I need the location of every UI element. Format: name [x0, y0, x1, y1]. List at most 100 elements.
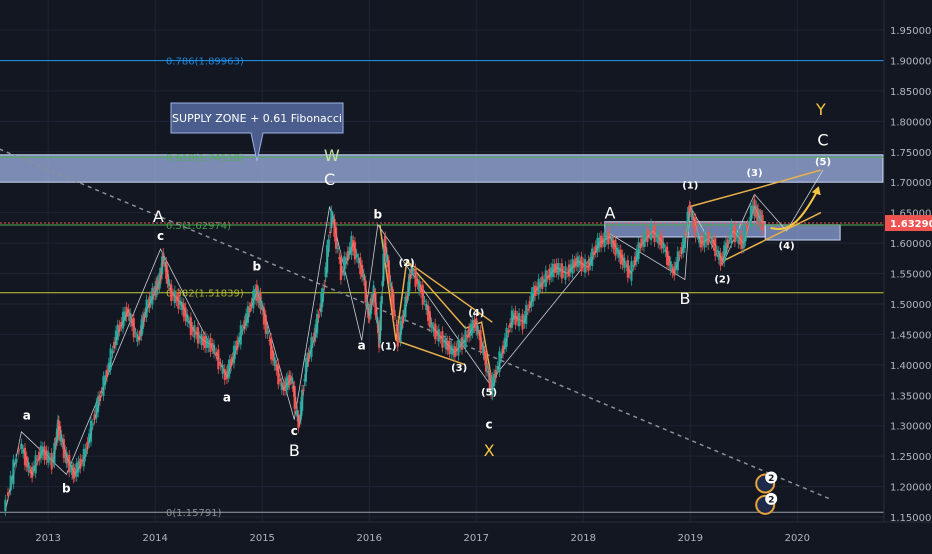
candle-body [591, 248, 594, 267]
candle-body [689, 206, 692, 213]
candle-body [576, 256, 580, 268]
candle-body [471, 320, 474, 334]
candle-body [6, 492, 10, 496]
candle-body [455, 347, 458, 352]
candle-body [532, 286, 535, 302]
candle-body [68, 455, 71, 473]
candle-body [198, 336, 201, 339]
wave-label: (1) [380, 342, 396, 353]
candle-body [372, 285, 375, 303]
wave-label: c [291, 424, 298, 438]
y-axis-tick-label: 1.55000 [890, 270, 931, 281]
candle-body [64, 449, 67, 458]
wave-label: a [358, 339, 366, 353]
candle-body [479, 330, 482, 350]
candle-body [168, 287, 172, 290]
candle-body [468, 328, 471, 338]
candle-body [489, 378, 493, 394]
candle-body [228, 359, 231, 374]
candle-body [466, 334, 469, 338]
candle-body [75, 462, 78, 477]
candle-body [221, 364, 224, 374]
y-axis-tick-label: 1.35000 [890, 391, 931, 402]
candle-body [288, 374, 291, 386]
y-axis-tick-label: 1.70000 [890, 178, 931, 189]
wave-label: (4) [468, 308, 484, 319]
candle-body [721, 256, 724, 262]
candle-body [399, 321, 402, 342]
candle-body [632, 265, 635, 267]
candle-body [655, 234, 658, 238]
candle-body [534, 285, 537, 296]
candle-body [66, 458, 69, 463]
candle-body [382, 253, 385, 282]
candle-body [388, 275, 391, 279]
price-line [5, 205, 764, 511]
candle-body [448, 340, 451, 355]
candle-body [282, 385, 285, 391]
candle-body [114, 330, 118, 346]
candle-body [393, 314, 397, 316]
y-axis-tick-label: 1.15000 [890, 513, 931, 524]
candle-body [207, 340, 210, 348]
candle-body [694, 218, 697, 238]
candle-body [14, 458, 18, 463]
candle-body [191, 326, 194, 332]
candle-body [486, 367, 489, 369]
candle-body [316, 314, 319, 334]
candle-body [544, 270, 547, 287]
candle-body [398, 337, 401, 339]
candle-body [525, 305, 528, 325]
candle-body [546, 275, 549, 278]
callout: SUPPLY ZONE + 0.61 Fibonacci [170, 102, 344, 162]
candle-body [666, 246, 669, 265]
wave-label: (3) [451, 363, 467, 374]
candle-body [505, 327, 508, 347]
candle-body [621, 254, 624, 266]
candle-body [375, 306, 378, 318]
candle-body [186, 314, 189, 323]
candle-body [170, 284, 173, 301]
candle-body [364, 280, 367, 303]
candle-body [416, 279, 419, 285]
candle-body [478, 334, 481, 336]
candle-body [20, 443, 23, 450]
candle-body [162, 257, 165, 260]
candle-body [255, 284, 258, 301]
candle-body [441, 331, 444, 348]
candle-body [510, 310, 514, 328]
candle-body [145, 299, 148, 318]
candle-body [653, 225, 656, 243]
fib-level-label: 0.786(1.89963) [166, 57, 244, 68]
candle-body [717, 250, 720, 260]
candle-body [22, 449, 25, 454]
candle-body [273, 357, 276, 366]
candle-body [50, 452, 53, 470]
callout-bubble [170, 102, 344, 162]
candle-body [77, 461, 80, 473]
candle-body [378, 321, 382, 344]
candle-body [91, 423, 94, 425]
candle-body [735, 235, 738, 237]
candle-body [348, 247, 351, 255]
candle-body [189, 317, 192, 336]
candle-body [408, 274, 411, 292]
candle-body [113, 341, 116, 349]
fib-level-label: 0.618(1.74118) [166, 153, 244, 164]
candle-body [669, 261, 672, 271]
candle-body [724, 242, 728, 255]
candle-body [306, 357, 309, 368]
y-axis-tick-label: 1.80000 [890, 117, 931, 128]
candle-body [476, 325, 479, 335]
candle-body [241, 329, 244, 331]
candle-body [509, 322, 512, 328]
event-badge-count-bg [765, 492, 778, 505]
candle-body [352, 240, 355, 252]
candle-body [698, 237, 701, 243]
x-axis-tick-label: 2017 [464, 533, 489, 544]
candle-body [683, 232, 687, 248]
candle-body [528, 300, 531, 308]
candle-body [635, 249, 638, 262]
